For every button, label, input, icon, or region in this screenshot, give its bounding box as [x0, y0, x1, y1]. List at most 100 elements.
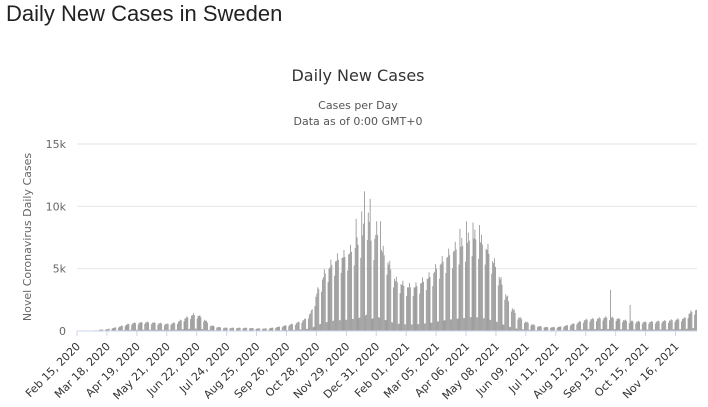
bar — [506, 296, 508, 331]
bar — [626, 329, 628, 331]
bar — [189, 328, 191, 331]
y-tick-label: 5k — [53, 263, 67, 276]
bar — [547, 327, 549, 331]
bar — [242, 328, 244, 331]
bar — [552, 326, 554, 331]
bar — [358, 317, 360, 331]
bar — [250, 328, 251, 331]
bar — [289, 324, 291, 331]
bar — [531, 324, 533, 331]
bar — [307, 328, 308, 331]
bar — [408, 283, 410, 331]
bar — [198, 316, 200, 331]
bar — [597, 318, 599, 331]
bar — [557, 326, 559, 331]
bar — [376, 221, 378, 331]
bar — [324, 273, 326, 331]
bar — [331, 264, 333, 331]
bar — [440, 263, 442, 331]
bar — [511, 308, 513, 331]
bar — [232, 327, 234, 331]
bar — [153, 322, 155, 331]
bar — [251, 327, 253, 331]
bar — [452, 251, 454, 331]
bar — [127, 323, 129, 331]
bar — [641, 323, 643, 331]
bar — [225, 327, 227, 331]
bar — [665, 321, 667, 331]
bar — [330, 259, 332, 331]
bar — [618, 317, 620, 331]
bar — [509, 326, 510, 331]
bar — [353, 265, 355, 331]
bar — [695, 310, 697, 331]
bar — [147, 321, 149, 331]
bar — [603, 317, 605, 331]
bar — [398, 323, 400, 331]
bar — [143, 329, 145, 331]
bar — [146, 322, 148, 331]
bar — [172, 323, 174, 331]
bar — [475, 239, 477, 331]
bar — [191, 315, 192, 331]
bar — [255, 328, 257, 331]
bar — [587, 329, 589, 331]
y-axis-label: Novel Coronavirus Daily Cases — [21, 153, 34, 321]
bar — [162, 329, 163, 331]
bar — [600, 329, 602, 331]
bar — [125, 324, 127, 331]
bar — [503, 324, 505, 331]
bar — [298, 322, 300, 331]
bar — [679, 329, 681, 331]
bar — [292, 324, 293, 331]
bar — [401, 284, 403, 331]
bar — [524, 321, 526, 331]
bar — [369, 198, 371, 331]
bar — [377, 235, 379, 331]
bar — [290, 324, 292, 331]
bar — [157, 324, 159, 331]
bar — [410, 324, 412, 331]
bar — [155, 329, 157, 331]
bar — [115, 327, 117, 331]
bar — [696, 309, 697, 331]
bar — [178, 321, 179, 331]
bar — [466, 242, 468, 331]
bar — [682, 318, 684, 331]
bar — [435, 264, 437, 331]
bar — [373, 260, 375, 331]
bar — [631, 320, 633, 331]
bar — [200, 317, 202, 331]
bar — [642, 322, 644, 331]
bar — [226, 327, 228, 331]
bar — [466, 221, 467, 331]
bar — [129, 329, 131, 331]
bar — [628, 323, 630, 331]
chart-title: Daily New Cases — [291, 66, 424, 85]
bar — [235, 328, 237, 331]
bar — [596, 321, 597, 331]
bar — [105, 329, 107, 331]
bar — [182, 329, 184, 331]
bar — [219, 326, 221, 331]
bar — [218, 327, 220, 331]
bar — [451, 268, 453, 331]
bar — [559, 326, 561, 331]
bar — [545, 327, 547, 331]
bar — [580, 321, 581, 331]
bar — [419, 293, 421, 331]
bar — [300, 329, 302, 331]
bar — [233, 327, 235, 331]
bar — [593, 319, 595, 331]
bar — [245, 327, 247, 331]
bar — [264, 328, 266, 331]
bar — [131, 324, 133, 331]
bar — [206, 322, 208, 331]
bar — [677, 318, 679, 331]
bar — [252, 328, 254, 331]
bar — [586, 319, 588, 331]
bar — [633, 329, 635, 331]
bar — [100, 329, 102, 331]
bar — [212, 325, 214, 331]
bar — [659, 329, 661, 331]
